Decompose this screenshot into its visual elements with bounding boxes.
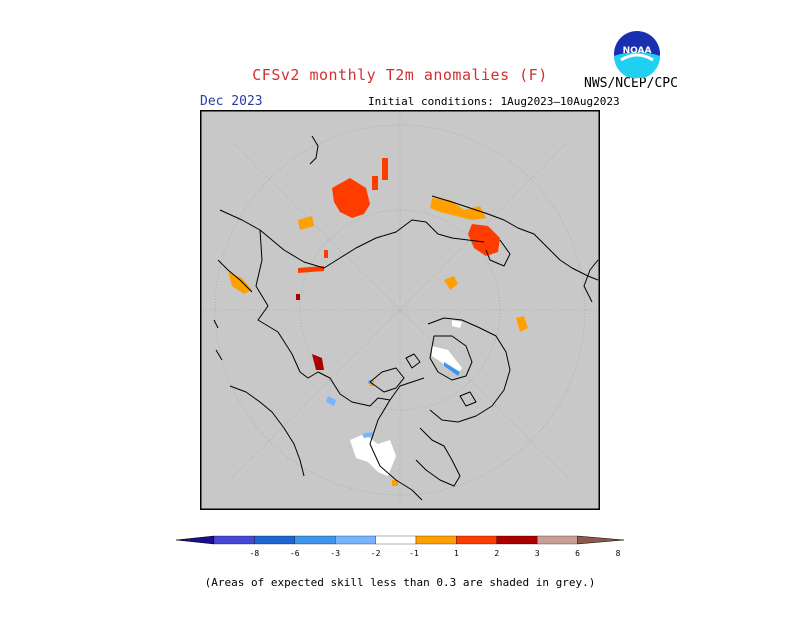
colorbar-tick-label: -3 bbox=[330, 549, 340, 558]
colorbar-cell bbox=[375, 535, 417, 545]
colorbar-tick-label: 6 bbox=[575, 549, 580, 558]
agency-label: NWS/NCEP/CPC bbox=[584, 76, 678, 91]
colorbar-tick-label: -1 bbox=[409, 549, 419, 558]
coast-japan bbox=[309, 135, 319, 165]
meridian-d bbox=[229, 139, 571, 481]
coast-alaska bbox=[431, 195, 599, 281]
canada-white bbox=[350, 434, 396, 476]
coast-islands bbox=[369, 353, 477, 407]
forecast-month: Dec 2023 bbox=[200, 94, 263, 109]
china-orange bbox=[228, 272, 252, 294]
coast-arctic-canada bbox=[427, 317, 511, 423]
coast-greenland bbox=[429, 335, 473, 381]
graticule bbox=[200, 110, 600, 510]
colorbar-cell bbox=[335, 535, 376, 545]
colorbar-tick-label: 2 bbox=[494, 549, 499, 558]
siberia-orange bbox=[298, 216, 314, 230]
colorbar-cell bbox=[254, 535, 295, 545]
colorbar-cell bbox=[415, 535, 457, 545]
colorbar-tick-label: -8 bbox=[250, 549, 260, 558]
colorbar-cells bbox=[175, 535, 625, 545]
polar-map bbox=[200, 110, 600, 510]
coast-siberia bbox=[259, 219, 485, 269]
colorbar-labels: -8 -6 -3 -2 -1 1 2 3 6 8 bbox=[250, 549, 621, 558]
noaa-logo-icon: NOAA bbox=[614, 31, 660, 78]
colorbar-cell bbox=[213, 535, 255, 545]
initial-conditions: Initial conditions: 1Aug2023–10Aug2023 bbox=[368, 95, 620, 108]
coast-europe-west bbox=[229, 385, 305, 477]
colorbar-cell bbox=[456, 535, 497, 545]
colorbar-cell bbox=[294, 535, 336, 545]
logo-wave bbox=[620, 53, 654, 62]
chart-title: CFSv2 monthly T2m anomalies (F) bbox=[252, 66, 548, 84]
coast-misc bbox=[213, 259, 599, 361]
colorbar-tick-label: 3 bbox=[535, 549, 540, 558]
greenland-blue bbox=[444, 362, 460, 376]
map-frame bbox=[200, 110, 600, 510]
sea-orange bbox=[444, 276, 528, 332]
colorbar-lower-extend bbox=[175, 535, 215, 545]
coast-asia-europe bbox=[219, 209, 425, 407]
alaska-orange bbox=[430, 198, 486, 220]
colorbar: -8 -6 -3 -2 -1 1 2 3 6 8 bbox=[175, 535, 625, 558]
coast-kamchatka bbox=[485, 239, 511, 267]
colorbar-cell bbox=[537, 535, 578, 545]
china-darkred bbox=[296, 294, 324, 370]
coastlines bbox=[213, 135, 599, 501]
colorbar-tick-label: -2 bbox=[371, 549, 381, 558]
colorbar-tick-label: -6 bbox=[290, 549, 300, 558]
colorbar-tick-label: 8 bbox=[616, 549, 621, 558]
colorbar-cell bbox=[496, 535, 538, 545]
footnote: (Areas of expected skill less than 0.3 a… bbox=[204, 576, 596, 589]
coast-north-america bbox=[369, 399, 423, 501]
logo-text: NOAA bbox=[623, 46, 652, 56]
alaska-red bbox=[468, 224, 500, 256]
anomaly-patches bbox=[228, 158, 528, 486]
coast-hudson bbox=[415, 427, 461, 487]
colorbar-tick-label: 1 bbox=[454, 549, 459, 558]
siberia-red bbox=[332, 158, 388, 218]
greenland-white bbox=[432, 320, 462, 374]
colorbar-upper-extend bbox=[577, 535, 625, 545]
